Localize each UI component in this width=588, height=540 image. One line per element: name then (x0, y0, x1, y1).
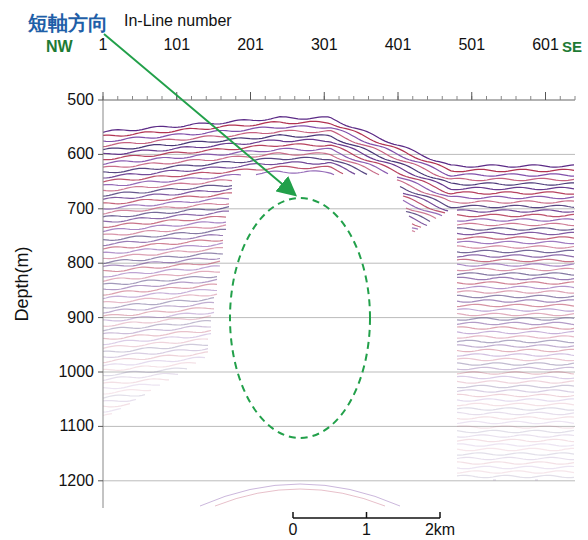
svg-text:101: 101 (163, 36, 190, 53)
svg-text:601: 601 (532, 36, 559, 53)
svg-text:501: 501 (458, 36, 485, 53)
svg-text:600: 600 (67, 145, 94, 162)
svg-text:短軸方向: 短軸方向 (27, 12, 108, 34)
svg-text:1: 1 (99, 36, 108, 53)
svg-text:2km: 2km (425, 521, 455, 538)
svg-text:1000: 1000 (58, 363, 94, 380)
svg-text:1100: 1100 (60, 417, 95, 434)
svg-text:Depth(m): Depth(m) (12, 246, 32, 321)
svg-text:700: 700 (67, 200, 94, 217)
svg-text:1: 1 (362, 521, 371, 538)
svg-text:500: 500 (67, 91, 94, 108)
svg-text:0: 0 (289, 521, 298, 538)
svg-text:800: 800 (67, 254, 94, 271)
svg-text:In-Line number: In-Line number (124, 12, 232, 29)
svg-text:301: 301 (311, 36, 338, 53)
svg-text:NW: NW (46, 38, 74, 55)
svg-text:201: 201 (237, 36, 264, 53)
svg-text:1200: 1200 (58, 472, 94, 489)
svg-text:401: 401 (385, 36, 412, 53)
svg-text:SE: SE (562, 38, 582, 55)
svg-text:900: 900 (67, 309, 94, 326)
